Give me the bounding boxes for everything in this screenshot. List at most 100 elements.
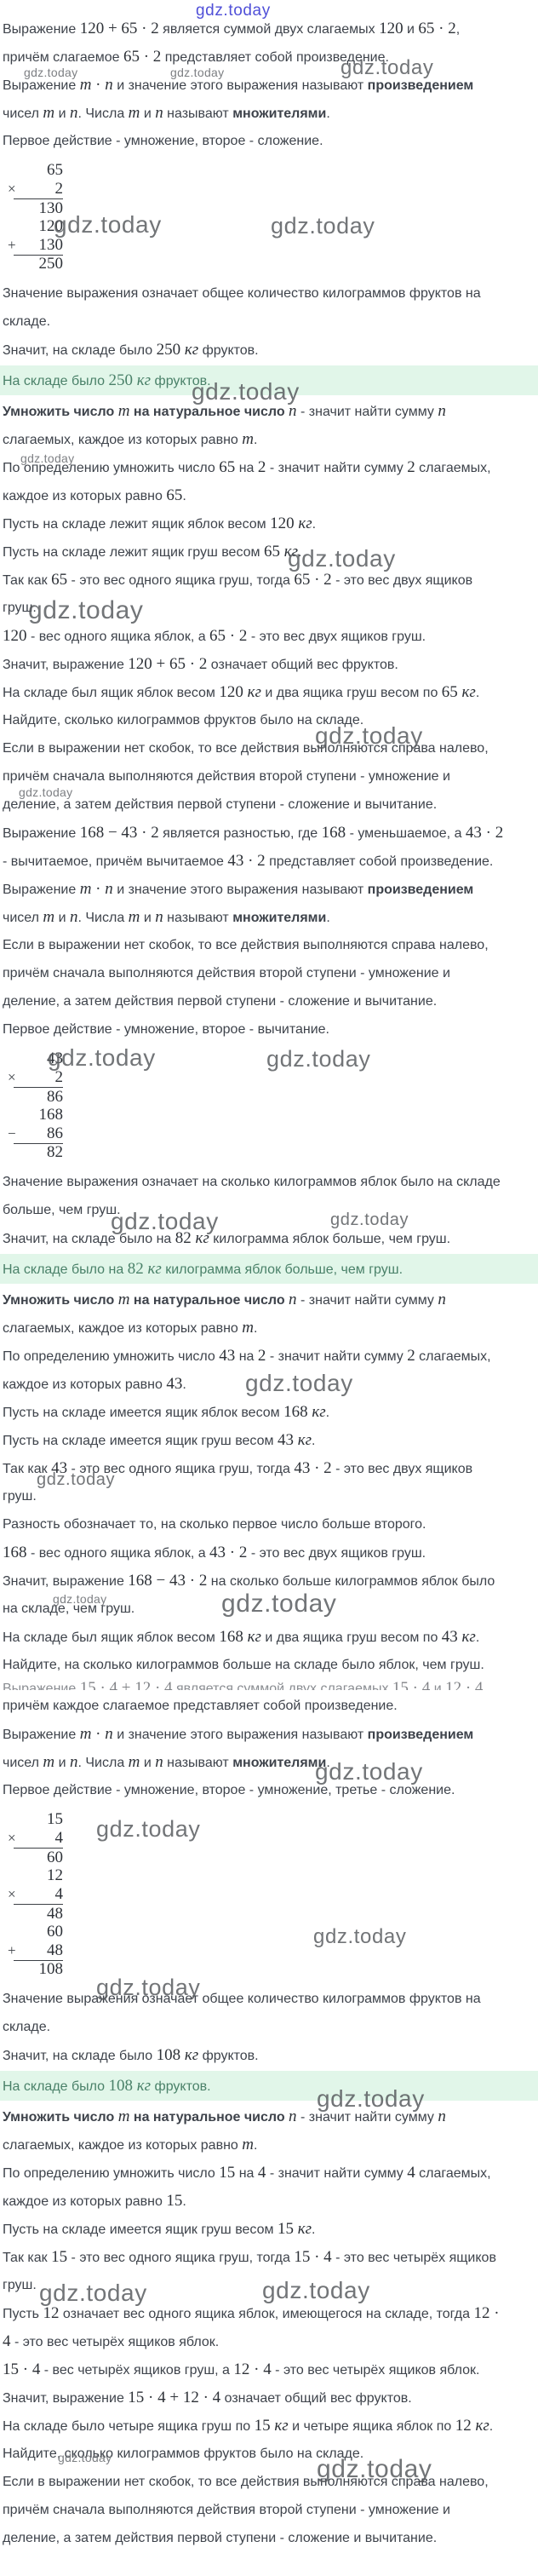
text-run: является суммой двух слагаемых xyxy=(158,22,380,37)
text-line: причём сначала выполняются действия втор… xyxy=(0,965,538,981)
text-run: - это вес двух ящиков груш. xyxy=(247,630,426,644)
text-run: и xyxy=(54,911,70,925)
text-line: Выражение 120 + 65 · 2 является суммой д… xyxy=(0,20,538,37)
math-text: 65 xyxy=(441,683,458,701)
text-run: и значение этого выражения называют xyxy=(112,883,368,897)
text-line: Разность обозначает то, на сколько перво… xyxy=(0,1516,538,1532)
calc-number: 48 xyxy=(14,1941,63,1961)
text-run: Первое действие - умножение, второе - ум… xyxy=(3,1783,455,1797)
text-run: и xyxy=(54,1756,70,1770)
math-text: m xyxy=(117,2107,130,2125)
math-text: 43 · 2 xyxy=(209,1544,248,1561)
text-line: Умножить число m на натуральное число n … xyxy=(0,1291,538,1308)
text-line: На складе был ящик яблок весом 120 кг и … xyxy=(0,684,538,700)
math-text: m xyxy=(79,1725,92,1743)
text-run: На складе было xyxy=(3,374,109,388)
text-run: - это вес двух ящиков xyxy=(331,573,473,588)
bold-text: множителями xyxy=(232,1756,327,1770)
math-text: 15 · 4 xyxy=(392,1680,431,1690)
calc-number: 130 xyxy=(14,198,63,218)
math-text: кг xyxy=(294,515,312,532)
text-line: чисел m и n. Числа m и n называют множит… xyxy=(0,1754,538,1770)
calc-row: 82 xyxy=(0,1143,72,1162)
text-run: причём сначала выполняются действия втор… xyxy=(3,769,450,784)
text-run: чисел xyxy=(3,911,43,925)
math-text: 12 · xyxy=(473,2304,500,2322)
text-run: На складе был ящик яблок весом xyxy=(3,686,220,700)
text-line: причём каждое слагаемое представляет соб… xyxy=(0,1698,538,1714)
text-line: 168 - вес одного ящика яблок, а 43 · 2 -… xyxy=(0,1544,538,1561)
text-line: - вычитаемое, причём вычитаемое 43 · 2 п… xyxy=(0,853,538,869)
math-text: 108 xyxy=(108,2077,134,2095)
calc-number: 12 xyxy=(47,1866,63,1884)
math-text: n xyxy=(155,908,163,926)
text-run: называют xyxy=(163,106,233,121)
math-text: 65 xyxy=(166,486,183,504)
operator-sign: + xyxy=(8,237,16,253)
solution-content: Выражение 120 + 65 · 2 является суммой д… xyxy=(0,20,538,2546)
text-run: причём сначала выполняются действия втор… xyxy=(3,2503,450,2517)
text-run: . xyxy=(325,1406,330,1420)
calc-number: 65 xyxy=(47,161,63,179)
math-text: 15 xyxy=(254,2417,271,2435)
text-run: является разностью, где xyxy=(158,826,322,841)
math-text: 2 xyxy=(257,458,266,476)
calc-row: 120 xyxy=(0,217,72,236)
math-text: 65 xyxy=(51,571,68,589)
calc-row: × 4 xyxy=(0,1885,72,1904)
text-line: Выражение m · n и значение этого выражен… xyxy=(0,1726,538,1742)
text-run: По определению умножить число xyxy=(3,461,220,475)
math-text: кг xyxy=(270,2417,289,2435)
calc-number: 168 xyxy=(38,1106,64,1124)
text-run: . xyxy=(475,686,480,700)
text-run: фруктов. xyxy=(198,343,259,358)
calc-row: 15 xyxy=(0,1810,72,1829)
text-line: 15 · 4 - вес четырёх ящиков груш, а 12 ·… xyxy=(0,2361,538,2378)
text-line: груш. xyxy=(0,1488,538,1504)
text-run: . xyxy=(253,2138,258,2153)
text-run: . xyxy=(253,1321,258,1336)
text-line: каждое из которых равно 43. xyxy=(0,1376,538,1392)
text-run: и четыре ящика яблок по xyxy=(288,2419,455,2434)
text-line: Так как 15 - это вес одного ящика груш, … xyxy=(0,2249,538,2265)
text-line: Найдите, сколько килограммов фруктов был… xyxy=(0,2446,538,2462)
text-line: Первое действие - умножение, второе - вы… xyxy=(0,1021,538,1038)
text-run: представляет собой произведение. xyxy=(161,50,389,65)
math-text: m xyxy=(242,1319,254,1337)
math-text: n xyxy=(105,76,113,94)
text-line: Умножить число m на натуральное число n … xyxy=(0,403,538,419)
text-run: - значит найти сумму xyxy=(296,1293,438,1308)
math-text: кг xyxy=(307,1403,326,1421)
bold-text: Умножить число xyxy=(3,2110,118,2125)
math-text: n xyxy=(438,1291,446,1308)
bold-text: множителями xyxy=(232,911,327,925)
text-run: фруктов. xyxy=(151,2079,211,2094)
text-run: слагаемых, каждое из которых равно xyxy=(3,1321,243,1336)
text-run: - это вес одного ящика груш, тогда xyxy=(67,1462,295,1476)
text-run: складе. xyxy=(3,2020,51,2034)
text-run: Если в выражении нет скобок, то все дейс… xyxy=(3,741,489,756)
text-run: слагаемых, каждое из которых равно xyxy=(3,2138,243,2153)
text-line: Значит, на складе было 108 кг фруктов. xyxy=(0,2047,538,2063)
text-run: Если в выражении нет скобок, то все дейс… xyxy=(3,2475,489,2489)
text-run: причём слагаемое xyxy=(3,50,123,65)
math-text: 250 xyxy=(156,341,181,359)
text-run: - это вес четырёх ящиков яблок. xyxy=(271,2363,480,2378)
calc-row: 130 xyxy=(0,198,72,217)
calc-row: × 2 xyxy=(0,180,72,198)
text-run: Значит, на складе было xyxy=(3,2049,157,2063)
text-line: Выражение m · n и значение этого выражен… xyxy=(0,881,538,897)
text-line: на складе, чем груш. xyxy=(0,1601,538,1617)
text-line: Выражение 15 · 4 + 12 · 4 является суммо… xyxy=(0,1680,538,1690)
text-line: чисел m и n. Числа m и n называют множит… xyxy=(0,909,538,925)
math-text: m xyxy=(79,880,92,898)
math-text: 168 xyxy=(283,1403,308,1421)
text-line: Если в выражении нет скобок, то все дейс… xyxy=(0,740,538,756)
text-run: На складе было на xyxy=(3,1262,128,1277)
text-line: Пусть на складе имеется ящик груш весом … xyxy=(0,1432,538,1448)
math-text: кг xyxy=(191,1229,209,1247)
text-run: . xyxy=(475,1630,480,1645)
text-line: каждое из которых равно 15. xyxy=(0,2193,538,2209)
math-text: · xyxy=(91,1725,106,1743)
